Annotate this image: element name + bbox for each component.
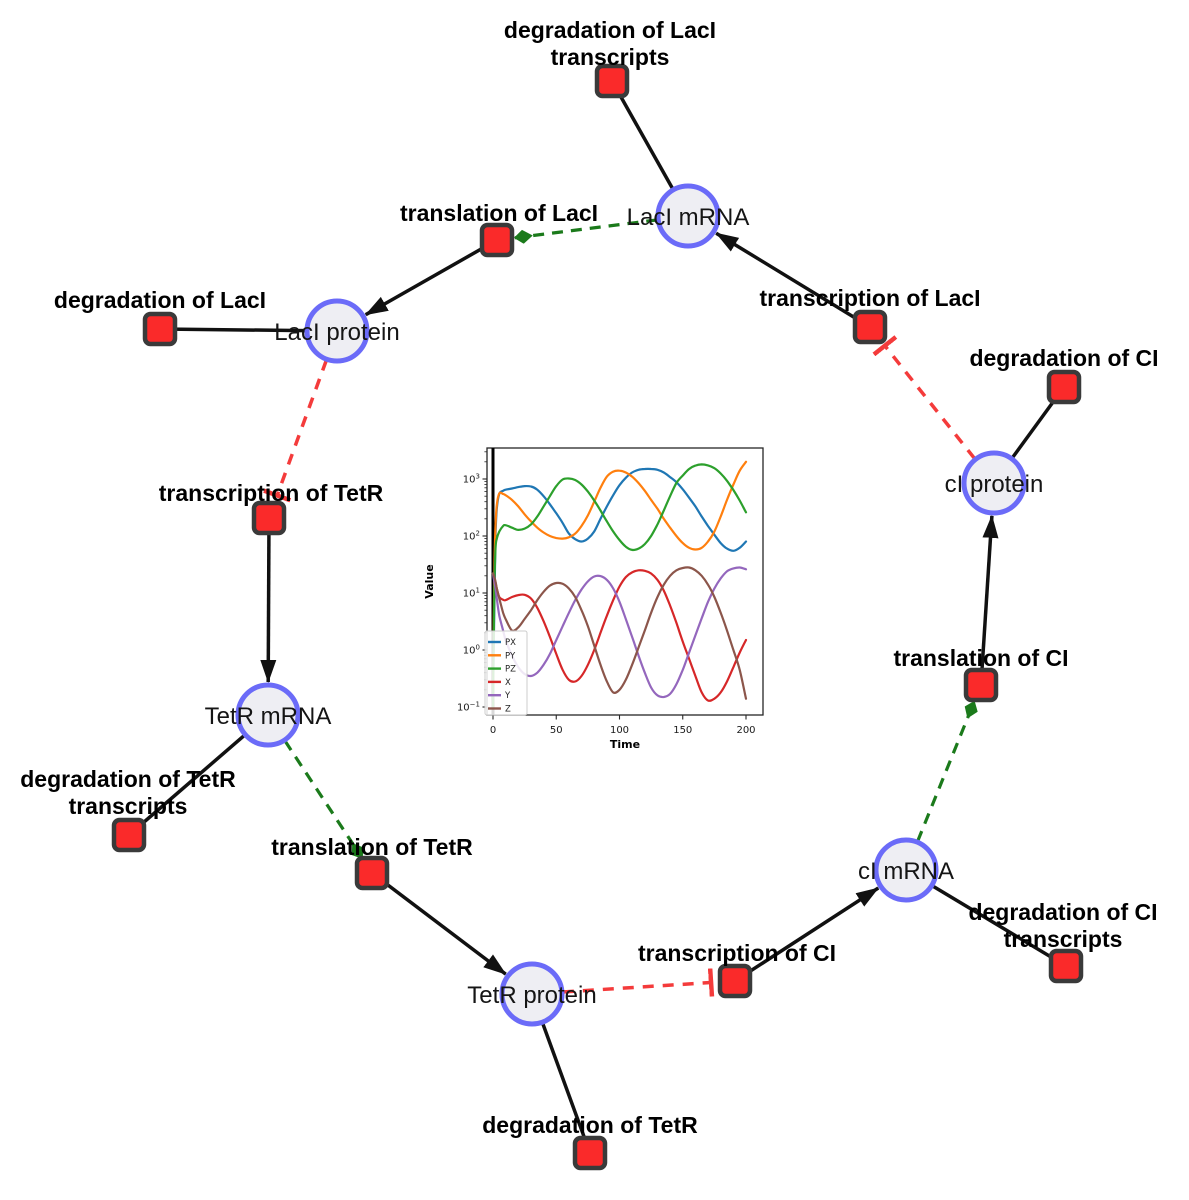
chart-plot-box (486, 447, 764, 716)
x-tick-label-0: 0 (490, 725, 496, 736)
x-axis-label: Time (610, 738, 640, 751)
reaction-label-transl_tetR: translation of TetR (271, 834, 473, 860)
reaction-label-deg_cI: degradation of CI (969, 345, 1158, 371)
species-node-tetR_protein[interactable] (499, 961, 565, 1027)
reaction-node-deg_lacI[interactable] (142, 311, 178, 347)
series-line-X (491, 569, 748, 702)
chart-curves-layer (491, 448, 748, 715)
y-axis-label: Value (423, 564, 436, 598)
reaction-node-deg_cI_tx[interactable] (1048, 948, 1084, 984)
species-label-cI_protein: cI protein (945, 471, 1044, 498)
edge-production-tx_lacI-to-lacI_mRNA (715, 231, 871, 329)
y-tick-label-1e3: 103 (463, 473, 480, 486)
edge-production-tx_cI-to-cI_mRNA (734, 886, 880, 983)
chart-legend: PX PY PZ XYZ (484, 630, 528, 716)
edge-production-tx_tetR-to-tetR_mRNA (260, 517, 277, 683)
reaction-label-transl_lacI: translation of LacI (400, 200, 598, 226)
reaction-node-deg_tetR_tx[interactable] (111, 817, 147, 853)
edge-inhibition-lacI_protein-to-tx_tetR (263, 359, 329, 503)
y-tick-label-1e1: 101 (463, 587, 480, 600)
y-tick-label-1e0: 100 (463, 644, 480, 657)
reaction-label-deg_lacI_tx-line1: degradation of LacI (504, 17, 716, 43)
species-node-tetR_mRNA[interactable] (235, 682, 301, 748)
species-label-lacI_mRNA: LacI mRNA (627, 204, 750, 231)
legend-item-PX: PX (505, 638, 516, 648)
y-tick-label-1e2: 102 (463, 530, 480, 543)
legend-item-PY: PY (505, 651, 516, 661)
species-node-lacI_protein[interactable] (304, 298, 370, 364)
species-label-tetR_protein: TetR protein (467, 982, 596, 1009)
reaction-node-deg_tetR[interactable] (572, 1135, 608, 1171)
x-tick-label-150: 150 (673, 725, 692, 736)
reaction-label-tx_lacI: transcription of LacI (759, 285, 980, 311)
species-node-cI_protein[interactable] (961, 450, 1027, 516)
reaction-label-tx_cI: transcription of CI (638, 940, 836, 966)
species-label-lacI_protein: LacI protein (274, 319, 399, 346)
reactions-layer (111, 63, 1084, 1171)
edge-production-transl_tetR-to-tetR_protein (370, 871, 507, 976)
reaction-label-deg_cI_tx-line2: transcripts (1004, 926, 1123, 952)
species-label-cI_mRNA: cI mRNA (858, 858, 954, 885)
reaction-node-transl_tetR[interactable] (354, 855, 390, 891)
x-tick-label-100: 100 (610, 725, 629, 736)
series-line-PX (491, 467, 748, 709)
reaction-label-deg_cI_tx-line1: degradation of CI (968, 899, 1157, 925)
reaction-label-deg_lacI: degradation of LacI (54, 287, 266, 313)
reaction-label-tx_tetR: transcription of TetR (159, 480, 384, 506)
species-node-cI_mRNA[interactable] (873, 837, 939, 903)
x-tick-label-200: 200 (736, 725, 755, 736)
edge-catalysis-lacI_mRNA-to-transl_lacI (513, 218, 658, 244)
legend-item-Z: Z (505, 705, 511, 715)
reaction-label-deg_tetR_tx-line2: transcripts (69, 793, 188, 819)
reaction-node-deg_cI[interactable] (1046, 369, 1082, 405)
series-line-PZ (491, 463, 748, 709)
edge-inhibition-tetR_protein-to-tx_cI (562, 968, 715, 997)
reaction-node-transl_lacI[interactable] (479, 222, 515, 258)
x-tick-label-50: 50 (550, 725, 563, 736)
reaction-label-deg_tetR_tx-line1: degradation of TetR (20, 766, 236, 792)
series-line-PY (491, 460, 748, 709)
edge-catalysis-cI_mRNA-to-transl_cI (916, 700, 978, 842)
species-layer (235, 183, 1027, 1027)
reaction-label-deg_lacI_tx-line2: transcripts (551, 44, 670, 70)
reaction-node-transl_cI[interactable] (963, 667, 999, 703)
reaction-label-deg_tetR: degradation of TetR (482, 1112, 698, 1138)
y-tick-label-1e-1: 10−1 (457, 701, 480, 714)
edge-production-transl_lacI-to-lacI_protein (364, 238, 498, 317)
legend-item-Y: Y (504, 691, 511, 701)
reaction-node-tx_tetR[interactable] (251, 500, 287, 536)
species-label-tetR_mRNA: TetR mRNA (205, 703, 332, 730)
reaction-node-deg_lacI_tx[interactable] (594, 63, 630, 99)
edge-production-transl_cI-to-cI_protein (979, 514, 999, 686)
reaction-label-transl_cI: translation of CI (893, 645, 1068, 671)
species-node-lacI_mRNA[interactable] (655, 183, 721, 249)
reaction-node-tx_lacI[interactable] (852, 309, 888, 345)
labels-layer: LacI mRNA LacI protein cI protein TetR mRNA… (20, 17, 1158, 1138)
reaction-node-tx_cI[interactable] (717, 963, 753, 999)
edge-inhibition-cI_protein-to-tx_lacI (872, 335, 977, 460)
edge-catalysis-tetR_mRNA-to-transl_tetR (283, 740, 364, 859)
legend-item-PZ: PZ (505, 665, 516, 675)
legend-item-X: X (505, 678, 511, 688)
